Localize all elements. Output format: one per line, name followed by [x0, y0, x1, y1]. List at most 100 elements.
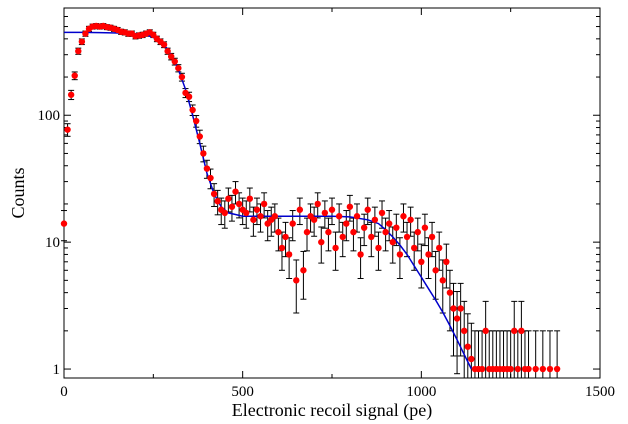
data-point-108 [446, 289, 454, 296]
data-point-71 [314, 200, 321, 208]
data-point-53 [250, 216, 257, 223]
data-point-133 [546, 365, 554, 373]
data-point-82 [353, 213, 361, 220]
error-bar-67 [300, 250, 307, 300]
data-point-90 [382, 228, 389, 236]
data-point-76 [332, 244, 339, 252]
error-bar-83 [357, 237, 364, 279]
data-point-131 [532, 365, 539, 373]
data-point-41 [207, 174, 214, 182]
fit-line-path [64, 31, 473, 370]
y-tick-label-0: 1 [53, 362, 61, 378]
data-point-33 [178, 73, 186, 81]
data-point-56 [260, 200, 268, 208]
error-bar-76 [332, 231, 339, 271]
data-point-117 [478, 365, 486, 373]
data-point-99 [414, 228, 421, 236]
data-point-88 [375, 244, 382, 252]
data-point-107 [443, 258, 450, 266]
data-point-103 [428, 233, 436, 241]
data-point-46 [225, 195, 232, 202]
data-point-68 [303, 228, 311, 236]
data-point-39 [200, 150, 207, 157]
error-bar-126 [511, 300, 518, 378]
data-point-54 [253, 206, 261, 213]
data-point-111 [457, 305, 464, 312]
error-bar-65 [293, 259, 300, 314]
data-point-3 [71, 72, 78, 79]
data-point-97 [407, 216, 414, 223]
data-point-65 [293, 277, 300, 284]
x-axis-label: Electronic recoil signal (pe) [232, 400, 432, 421]
error-bar-110 [454, 291, 461, 375]
error-bar-107 [443, 243, 450, 289]
axis-ticks: 0 500 1000 1500 1 10 100 [38, 7, 615, 400]
data-point-104 [432, 267, 439, 274]
error-bars [61, 23, 561, 378]
error-bar-106 [439, 259, 446, 314]
data-point-74 [325, 228, 332, 236]
data-point-81 [350, 228, 357, 236]
data-point-37 [193, 117, 200, 125]
data-point-100 [418, 258, 425, 266]
data-point-93 [393, 224, 400, 231]
data-point-2 [67, 91, 75, 98]
data-point-98 [410, 244, 418, 252]
data-point-60 [275, 228, 282, 236]
x-tick-label-0: 0 [60, 384, 68, 400]
data-point-45 [221, 209, 228, 217]
data-point-126 [511, 327, 518, 335]
error-bar-88 [375, 231, 382, 271]
data-point-1 [64, 126, 71, 133]
data-point-35 [185, 93, 193, 100]
data-point-63 [285, 251, 293, 258]
error-bar-104 [432, 250, 439, 300]
data-point-59 [271, 213, 279, 220]
data-point-78 [339, 233, 346, 241]
x-tick-label-2: 1000 [406, 384, 436, 400]
error-bar-128 [518, 300, 525, 378]
error-bar-109 [450, 282, 457, 357]
data-point-112 [461, 327, 468, 335]
y-tick-label-2: 100 [38, 108, 61, 124]
data-point-77 [335, 213, 343, 220]
data-point-28 [160, 41, 168, 48]
data-point-5 [78, 38, 86, 45]
data-point-83 [357, 251, 364, 258]
data-point-132 [539, 365, 547, 373]
data-point-79 [343, 220, 350, 227]
data-point-70 [310, 216, 318, 223]
data-point-72 [318, 238, 325, 246]
x-tick-label-1: 500 [231, 384, 254, 400]
data-point-66 [296, 206, 304, 213]
data-points [60, 22, 561, 373]
data-point-40 [203, 165, 211, 172]
data-point-61 [278, 244, 286, 252]
y-tick-label-1: 10 [45, 235, 60, 251]
data-point-42 [210, 190, 218, 198]
data-point-105 [436, 244, 443, 252]
data-point-85 [364, 206, 371, 213]
data-point-95 [400, 213, 407, 220]
data-point-84 [360, 224, 368, 231]
data-point-48 [232, 188, 239, 195]
data-point-31 [171, 58, 178, 65]
data-point-110 [453, 315, 461, 322]
plot-frame [63, 7, 601, 379]
data-point-114 [468, 355, 475, 363]
data-point-55 [257, 213, 264, 220]
data-point-32 [175, 64, 182, 72]
data-point-49 [235, 200, 243, 208]
data-point-128 [518, 327, 525, 335]
data-point-96 [403, 233, 411, 241]
error-bar-112 [461, 300, 468, 378]
data-point-109 [450, 305, 457, 312]
fit-curve [64, 31, 473, 370]
data-point-102 [425, 251, 432, 258]
data-point-113 [464, 343, 471, 350]
data-point-91 [385, 220, 393, 227]
error-bar-63 [286, 237, 293, 279]
data-point-6 [82, 30, 89, 37]
data-point-86 [368, 233, 375, 241]
